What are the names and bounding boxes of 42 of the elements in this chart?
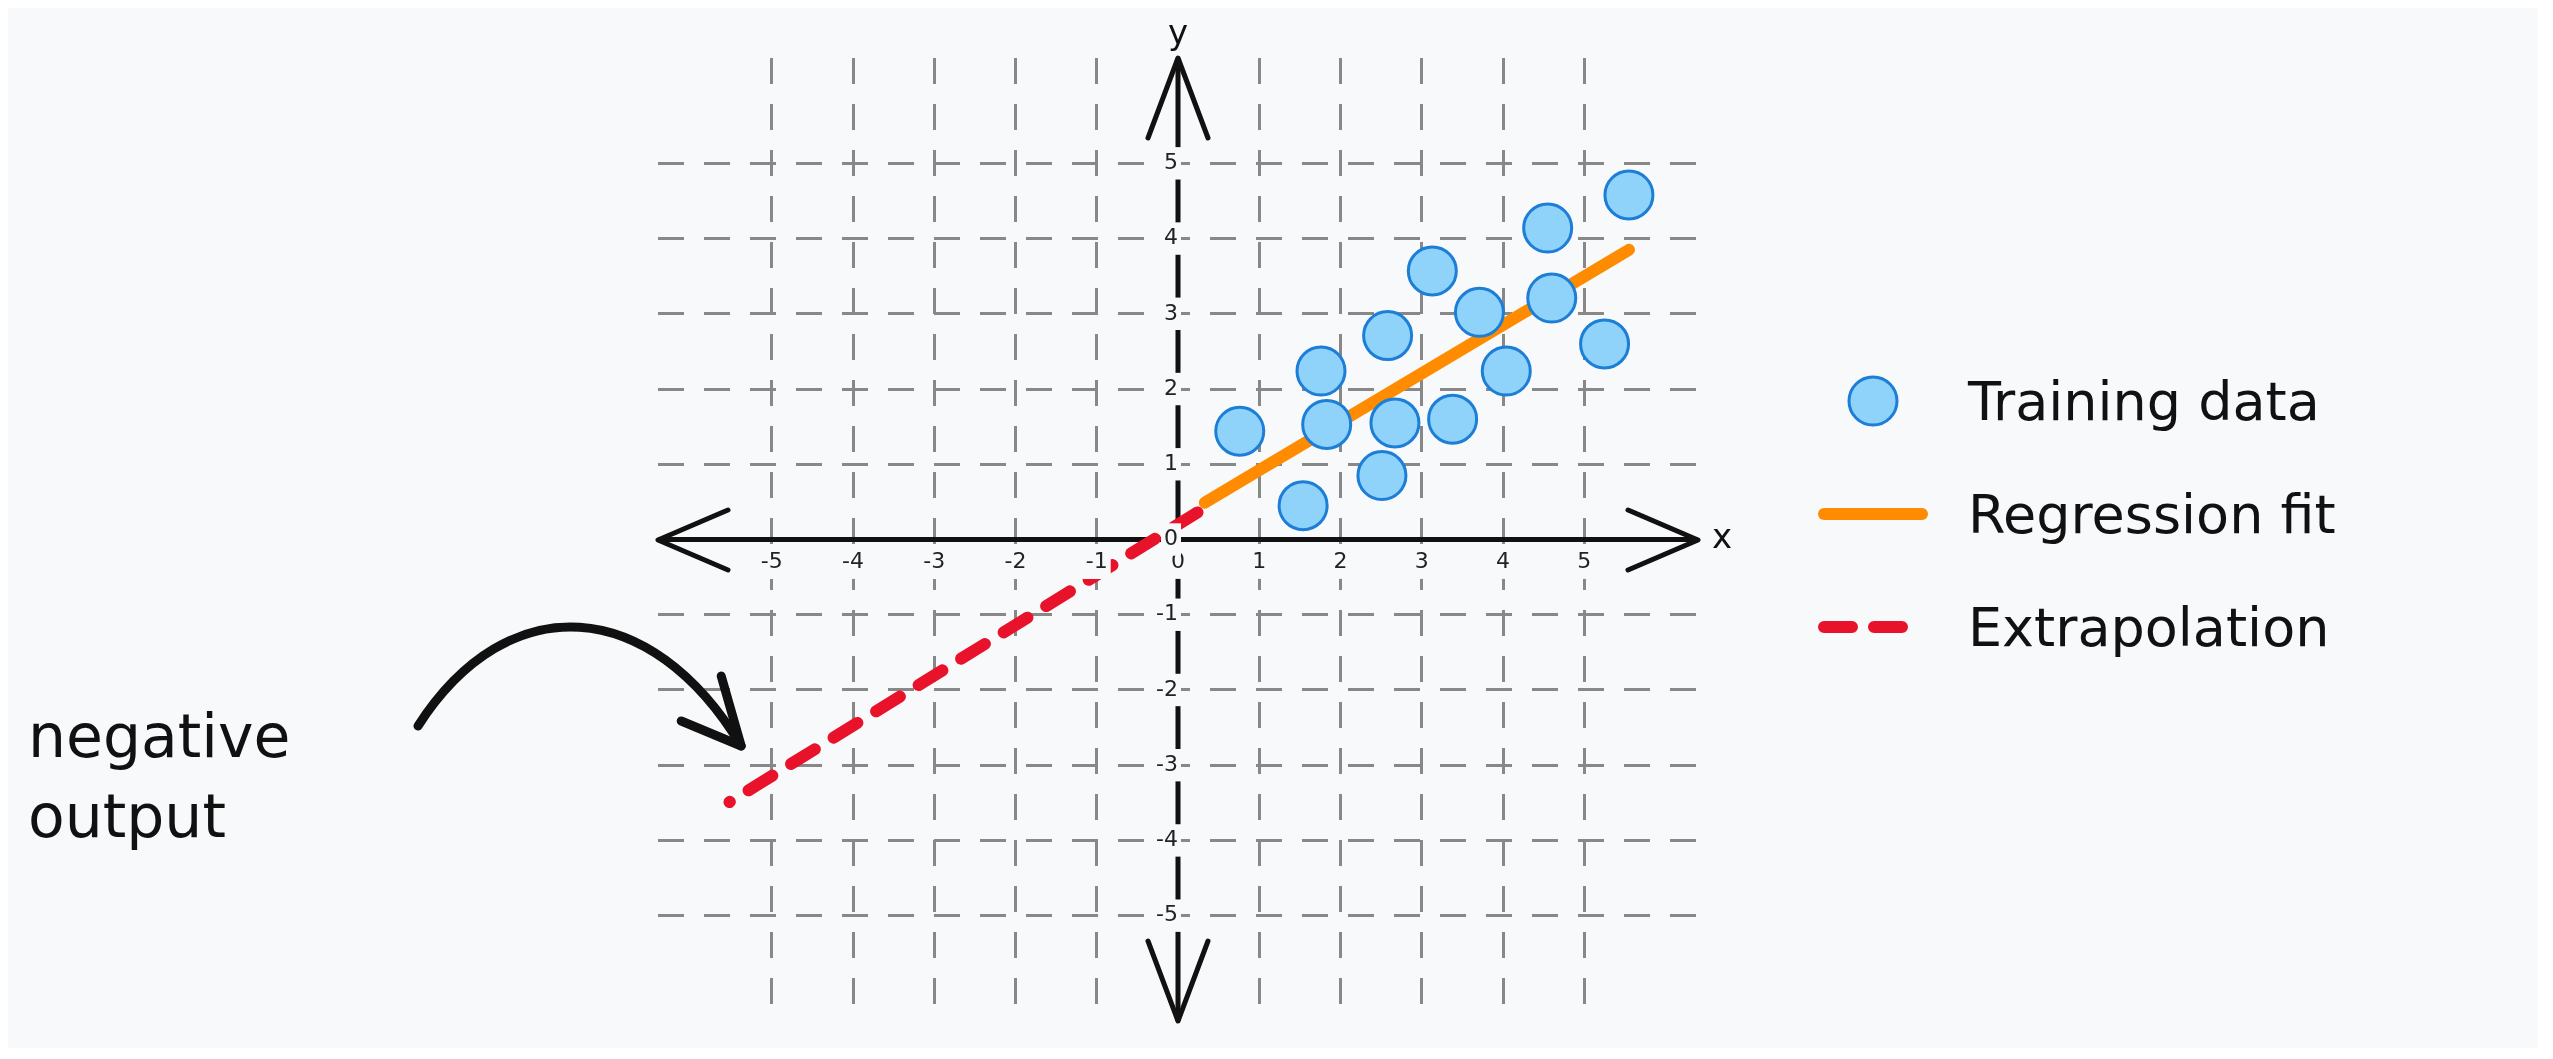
point [1277, 480, 1329, 532]
y-tick-label: 0 [1164, 525, 1178, 551]
point [1427, 393, 1479, 445]
point [1579, 318, 1631, 370]
y-tick-label: 2 [1164, 374, 1178, 400]
point [1295, 345, 1347, 397]
point [1356, 450, 1408, 502]
x-tick-label: -1 [1085, 548, 1108, 574]
y-tick-label: 4 [1164, 224, 1178, 250]
x-tick-label: 5 [1577, 548, 1592, 574]
point [1526, 272, 1578, 324]
point [1603, 169, 1655, 221]
legend-label: Extrapolation [1968, 595, 2330, 659]
y-tick-label: 1 [1164, 449, 1178, 475]
y-tick-label: -3 [1156, 750, 1178, 776]
y-tick-label: -5 [1156, 901, 1178, 927]
point [1406, 245, 1458, 297]
x-tick-label: -3 [923, 548, 946, 574]
y-tick-label: -2 [1156, 675, 1178, 701]
point [1480, 345, 1532, 397]
point [1214, 405, 1266, 457]
x-tick-label: -2 [1004, 548, 1027, 574]
point [1369, 397, 1421, 449]
text: negative output [28, 700, 291, 851]
x-tick-label: 3 [1414, 548, 1429, 574]
x-tick-label: 4 [1496, 548, 1510, 574]
point [1362, 310, 1414, 362]
legend-label: Regression fit [1968, 482, 2336, 546]
y-tick-label: 3 [1164, 299, 1178, 325]
point [1301, 398, 1353, 450]
y-tick-label: -4 [1156, 826, 1178, 852]
x-tick-label: 2 [1333, 548, 1348, 574]
y-axis-title: y [1167, 11, 1189, 52]
x-tick-label: -4 [842, 548, 864, 574]
point [1453, 286, 1505, 338]
y-tick-label: 5 [1164, 149, 1178, 175]
x-tick-label: 1 [1252, 548, 1267, 574]
point [1522, 202, 1574, 254]
x-axis-title: x [1712, 516, 1733, 557]
y-tick-label: -1 [1156, 600, 1178, 626]
x-tick-label: -5 [760, 548, 783, 574]
legend-label: Training data [1968, 369, 2320, 433]
